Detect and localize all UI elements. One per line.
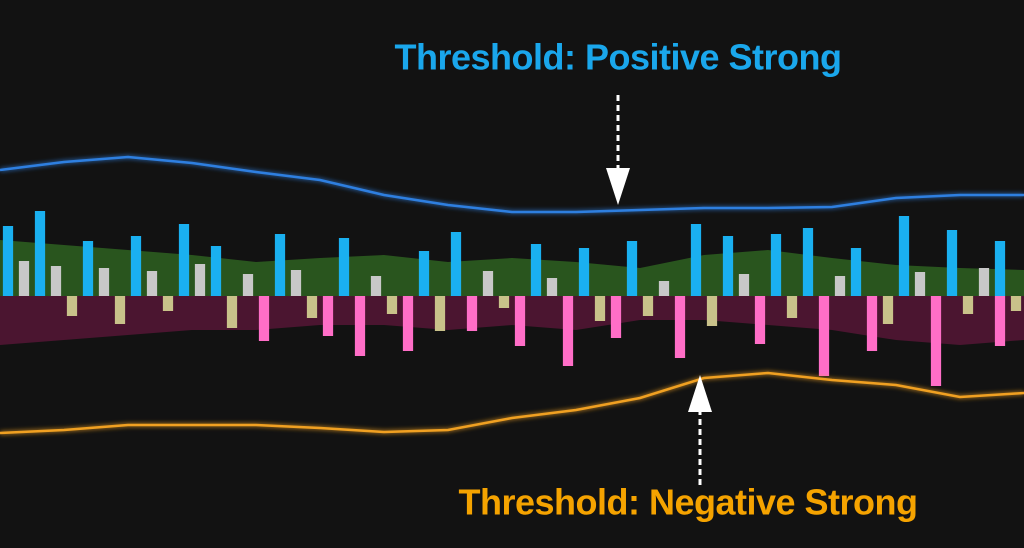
bar [738, 274, 750, 296]
bar [802, 228, 814, 296]
bar [162, 296, 174, 311]
bar [418, 251, 430, 296]
bar [450, 232, 462, 296]
bar [434, 296, 446, 331]
bar [386, 296, 398, 314]
bar [402, 296, 414, 351]
areas [0, 240, 1024, 345]
bar [338, 238, 350, 296]
bar [626, 241, 638, 296]
bar [882, 296, 894, 324]
bar [850, 248, 862, 296]
bar [722, 236, 734, 296]
bar [706, 296, 718, 326]
bar [578, 248, 590, 296]
bar [658, 281, 670, 296]
bar [610, 296, 622, 338]
bar [482, 271, 494, 296]
bar [114, 296, 126, 324]
bar [930, 296, 942, 386]
bar [834, 276, 846, 296]
arrow-head [688, 375, 712, 412]
bar [562, 296, 574, 366]
bar [354, 296, 366, 356]
bar [594, 296, 606, 321]
bar [786, 296, 798, 318]
bar [978, 268, 990, 296]
bar [194, 264, 206, 296]
bar [466, 296, 478, 331]
bar [290, 270, 302, 296]
bars [2, 211, 1022, 386]
bar [770, 234, 782, 296]
threshold-line [0, 371, 1024, 435]
bar [754, 296, 766, 344]
bar [962, 296, 974, 314]
band-area [0, 240, 1024, 296]
bar [50, 266, 62, 296]
annotation: Threshold: Positive Strong [394, 37, 841, 78]
bar [322, 296, 334, 336]
band-area [0, 296, 1024, 345]
arrows [606, 95, 712, 485]
bar [690, 224, 702, 296]
bar [66, 296, 78, 316]
annotation: Threshold: Negative Strong [458, 482, 917, 523]
bar [1010, 296, 1022, 311]
bar [546, 278, 558, 296]
bar [674, 296, 686, 358]
bar [210, 246, 222, 296]
arrow-head [606, 168, 630, 205]
bar [82, 241, 94, 296]
bar [898, 216, 910, 296]
bar [866, 296, 878, 351]
bar [514, 296, 526, 346]
bar [946, 230, 958, 296]
bar [914, 272, 926, 296]
bar [34, 211, 46, 296]
bar [242, 274, 254, 296]
bar [994, 241, 1006, 296]
bar [226, 296, 238, 328]
bar [2, 226, 14, 296]
threshold-line [0, 155, 1024, 214]
bar [994, 296, 1006, 346]
lines [0, 155, 1024, 435]
bar [498, 296, 510, 308]
bar [274, 234, 286, 296]
bar [818, 296, 830, 376]
bar [146, 271, 158, 296]
bar [642, 296, 654, 316]
bar [370, 276, 382, 296]
bar [178, 224, 190, 296]
bar [530, 244, 542, 296]
bar [258, 296, 270, 341]
bar [98, 268, 110, 296]
bar [18, 261, 30, 296]
bar [306, 296, 318, 318]
bar [130, 236, 142, 296]
